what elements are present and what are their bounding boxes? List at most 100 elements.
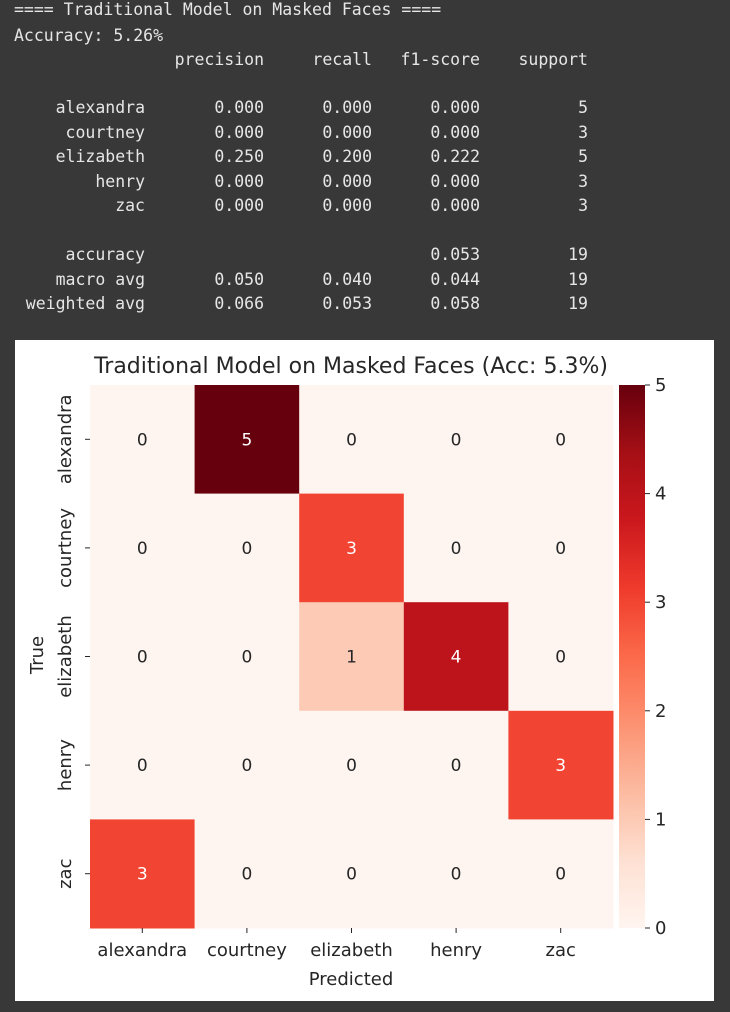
heatmap-cell xyxy=(508,819,614,929)
report-row-precision: 0.250 xyxy=(214,147,264,166)
heatmap-cell xyxy=(90,602,196,712)
heatmap-cell-label: 0 xyxy=(555,865,566,885)
report-column-header: support xyxy=(518,50,588,69)
report-row-precision: 0.000 xyxy=(214,98,264,117)
heatmap-cell xyxy=(90,385,196,495)
report-row-f1: 0.053 xyxy=(430,245,480,264)
heatmap-cell xyxy=(508,493,614,603)
report-row-recall: 0.040 xyxy=(322,269,372,289)
report-row-recall: 0.000 xyxy=(322,171,372,191)
report-row-support: 5 xyxy=(578,147,588,166)
heatmap-cell xyxy=(194,710,300,820)
heatmap-cell-label: 0 xyxy=(241,648,252,668)
report-row-f1: 0.000 xyxy=(430,171,480,191)
report-row-f1: 0.044 xyxy=(430,269,480,289)
report-row-precision: 0.066 xyxy=(214,294,264,313)
report-row-precision: 0.000 xyxy=(214,171,264,191)
report-row-f1: 0.222 xyxy=(430,147,480,166)
chart-title: Traditional Model on Masked Faces (Acc: … xyxy=(93,354,608,379)
report-row-label: zac xyxy=(115,196,145,215)
report-row-support: 3 xyxy=(578,171,588,191)
heatmap-cell-label: 4 xyxy=(451,648,462,668)
y-axis-label: True xyxy=(27,636,48,675)
report-row-precision: 0.000 xyxy=(214,122,264,142)
heatmap-cell xyxy=(299,493,405,603)
report-row-label: alexandra xyxy=(55,98,145,117)
y-tick-label: alexandra xyxy=(55,394,76,484)
heatmap-cell-label: 0 xyxy=(137,648,148,668)
report-row-label: elizabeth xyxy=(55,147,145,166)
heatmap-cell xyxy=(194,602,300,712)
colorbar-tick-label: 5 xyxy=(655,375,666,396)
report-row-recall: 0.053 xyxy=(322,294,372,313)
report-column-header: recall xyxy=(312,50,372,69)
report-row-recall: 0.000 xyxy=(322,98,372,117)
heatmap-cell xyxy=(508,710,614,820)
report-row-f1: 0.000 xyxy=(430,196,480,215)
report-row-support: 19 xyxy=(568,269,588,289)
report-column-header: f1-score xyxy=(400,50,480,69)
heatmap-cell-label: 0 xyxy=(555,539,566,559)
x-tick-label: alexandra xyxy=(97,940,187,961)
heatmap-cell xyxy=(90,710,196,820)
heatmap-cell xyxy=(403,385,509,495)
report-row-label: accuracy xyxy=(65,245,145,264)
heatmap-cell xyxy=(508,385,614,495)
report-row-support: 3 xyxy=(578,196,588,215)
report-column-header: precision xyxy=(174,50,264,69)
colorbar-tick-label: 2 xyxy=(655,701,666,722)
report-row-support: 5 xyxy=(578,98,588,117)
heatmap-cell xyxy=(90,819,196,929)
heatmap-cell-label: 3 xyxy=(346,539,357,559)
report-row-label: macro avg xyxy=(55,269,145,289)
heatmap-cell-label: 0 xyxy=(451,865,462,885)
heatmap-cell-label: 3 xyxy=(137,865,148,885)
heatmap-cell xyxy=(299,710,405,820)
heatmap-cell-label: 0 xyxy=(241,539,252,559)
heatmap-cell xyxy=(299,602,405,712)
colorbar xyxy=(619,385,645,928)
heatmap-cell xyxy=(403,710,509,820)
report-row-support: 3 xyxy=(578,122,588,142)
report-header: ==== Traditional Model on Masked Faces =… xyxy=(14,0,442,19)
heatmap-cell-label: 0 xyxy=(137,430,148,450)
colorbar-tick-label: 0 xyxy=(655,918,666,939)
heatmap-cell-label: 0 xyxy=(346,430,357,450)
x-tick-label: elizabeth xyxy=(310,940,393,961)
classification-report: ==== Traditional Model on Masked Faces =… xyxy=(0,0,730,330)
heatmap-cell xyxy=(194,819,300,929)
heatmap-cell-label: 0 xyxy=(241,756,252,776)
heatmap-cell-label: 0 xyxy=(137,756,148,776)
y-tick-label: zac xyxy=(55,859,76,889)
heatmap-cell-label: 0 xyxy=(346,756,357,776)
report-accuracy: Accuracy: 5.26% xyxy=(14,26,164,45)
x-tick-label: zac xyxy=(546,940,576,961)
x-axis-label: Predicted xyxy=(309,969,394,990)
x-tick-label: henry xyxy=(430,940,482,961)
confusion-matrix-figure: Traditional Model on Masked Faces (Acc: … xyxy=(15,340,714,1001)
y-tick-label: courtney xyxy=(55,508,76,588)
report-row-recall: 0.200 xyxy=(322,147,372,166)
heatmap-cell xyxy=(194,493,300,603)
y-tick-label: elizabeth xyxy=(55,615,76,698)
heatmap-cell xyxy=(299,819,405,929)
report-row-precision: 0.000 xyxy=(214,196,264,215)
report-row-f1: 0.000 xyxy=(430,122,480,142)
colorbar-tick-label: 3 xyxy=(655,592,666,613)
heatmap-cell-label: 0 xyxy=(137,539,148,559)
heatmap-cell-label: 1 xyxy=(346,648,357,668)
heatmap-cell-label: 0 xyxy=(451,539,462,559)
report-row-label: courtney xyxy=(65,122,145,142)
heatmap-cell-label: 0 xyxy=(346,865,357,885)
report-row-precision: 0.050 xyxy=(214,269,264,289)
heatmap-cell xyxy=(299,385,405,495)
confusion-matrix-chart: Traditional Model on Masked Faces (Acc: … xyxy=(27,354,666,990)
heatmap-cell-label: 0 xyxy=(555,430,566,450)
report-row-label: weighted avg xyxy=(25,294,145,313)
x-tick-label: courtney xyxy=(207,940,287,961)
heatmap-cell-label: 0 xyxy=(241,865,252,885)
report-row-support: 19 xyxy=(568,245,588,264)
heatmap-cell-label: 0 xyxy=(451,756,462,776)
heatmap-cell xyxy=(403,493,509,603)
report-row-support: 19 xyxy=(568,294,588,313)
